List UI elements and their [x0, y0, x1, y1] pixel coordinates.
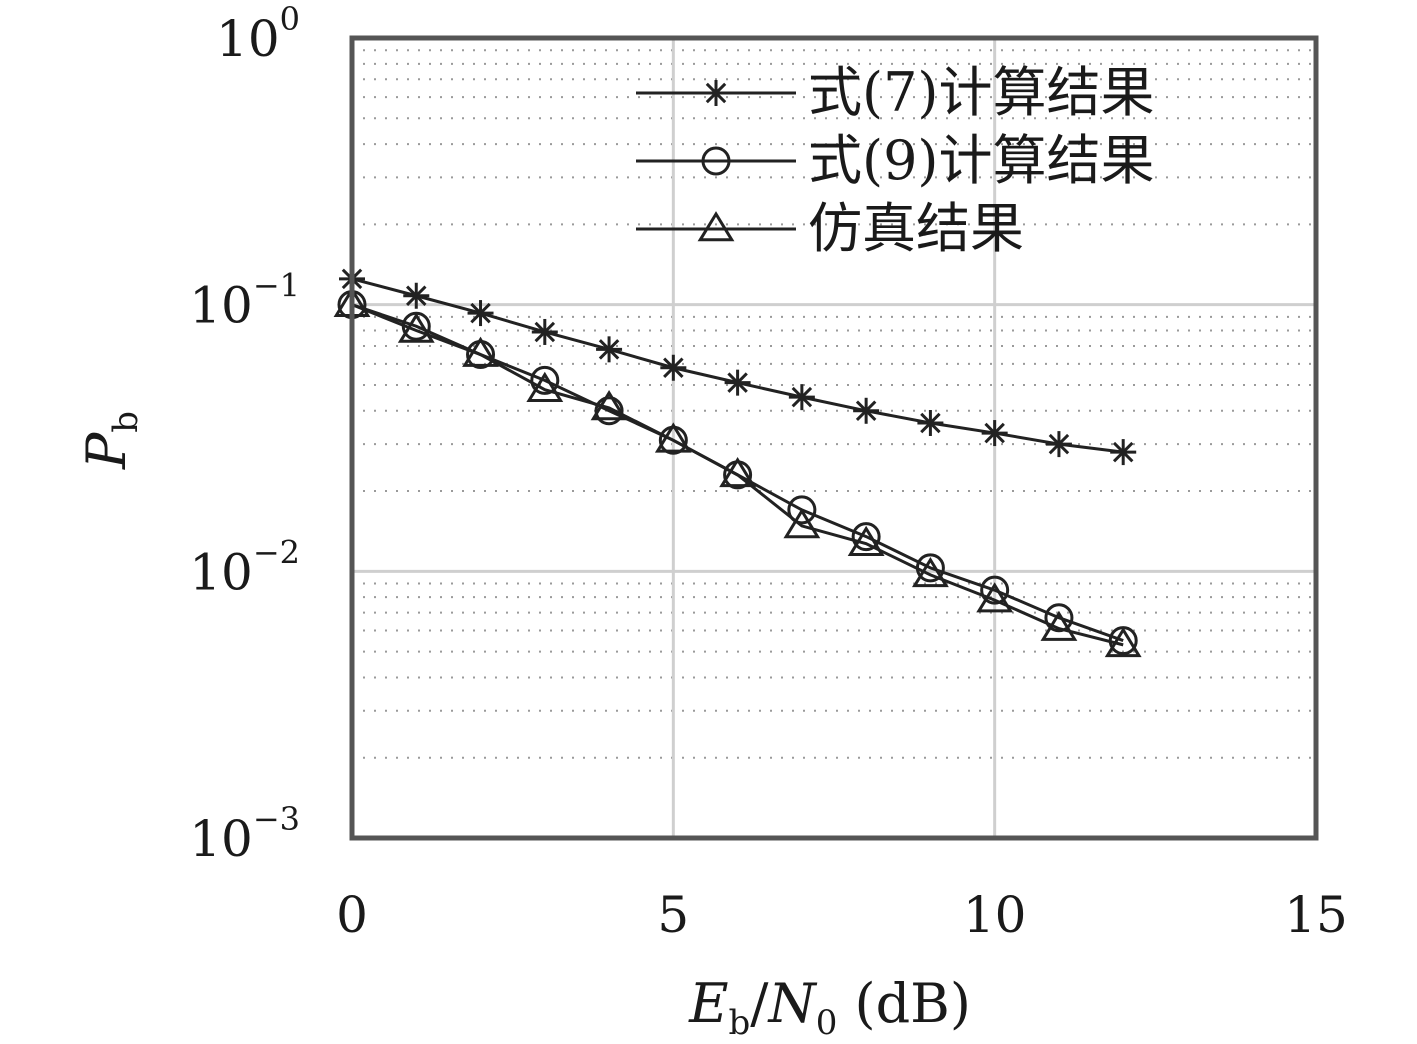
data-point-star [853, 397, 880, 424]
data-point-triangle [590, 390, 628, 421]
x-tick-label: 5 [657, 886, 689, 944]
data-point-star [981, 420, 1008, 447]
data-point-triangle [1040, 610, 1078, 641]
series-line-3 [351, 303, 1124, 647]
legend-label: 式(9)计算结果 [808, 129, 1155, 192]
data-point-triangle [397, 312, 435, 343]
y-axis-label: Pb [75, 411, 146, 470]
legend-item: 式(9)计算结果 [636, 129, 1155, 192]
data-point-triangle [654, 422, 692, 453]
plot-frame [349, 35, 1319, 841]
data-point-star [1110, 439, 1137, 466]
grid [352, 38, 1316, 838]
y-tick-label: 100 [216, 0, 300, 68]
data-point-star [660, 354, 687, 381]
data-point-triangle [976, 582, 1014, 613]
data-point-circle [851, 522, 881, 552]
data-point-star [788, 384, 815, 411]
data-point-circle [530, 365, 560, 395]
legend-item: 式(7)计算结果 [636, 61, 1155, 124]
data-point-star [403, 282, 430, 309]
data-point-triangle [783, 508, 821, 539]
data-point-circle [594, 396, 624, 426]
data-point-triangle [526, 371, 564, 402]
data-point-circle [980, 575, 1010, 605]
legend-label: 式(7)计算结果 [808, 61, 1155, 124]
y-tick-label: 10−2 [189, 533, 300, 601]
x-axis-ticks: 0 5 10 15 [336, 886, 1348, 944]
data-point-star [703, 80, 729, 106]
legend-item: 仿真结果 [636, 197, 1024, 260]
x-tick-label: 0 [336, 886, 368, 944]
data-point-triangle [719, 456, 757, 488]
x-tick-label: 15 [1284, 886, 1348, 944]
data-point-triangle [911, 556, 949, 588]
data-point-circle [1044, 603, 1074, 633]
y-axis-ticks: 100 10−1 10−2 10−3 [189, 0, 300, 868]
x-tick-label: 10 [963, 886, 1027, 944]
data-point-star [917, 409, 944, 436]
data-point-triangle [462, 336, 499, 367]
data-point-circle [701, 146, 731, 176]
y-tick-label: 10−3 [189, 800, 300, 868]
x-axis-label: Eb/N0 (dB) [688, 972, 971, 1043]
y-tick-label: 10−1 [189, 267, 300, 335]
data-point-star [467, 300, 494, 327]
data-point-triangle [847, 525, 885, 556]
data-point-triangle [1104, 626, 1142, 658]
data-point-circle [787, 495, 817, 525]
data-point-star [596, 336, 623, 363]
data-point-star [1045, 431, 1072, 458]
legend-label: 仿真结果 [808, 197, 1024, 260]
data-point-star [724, 369, 751, 396]
series-layer [333, 265, 1142, 658]
data-point-triangle [697, 211, 735, 242]
data-point-star [531, 318, 558, 345]
